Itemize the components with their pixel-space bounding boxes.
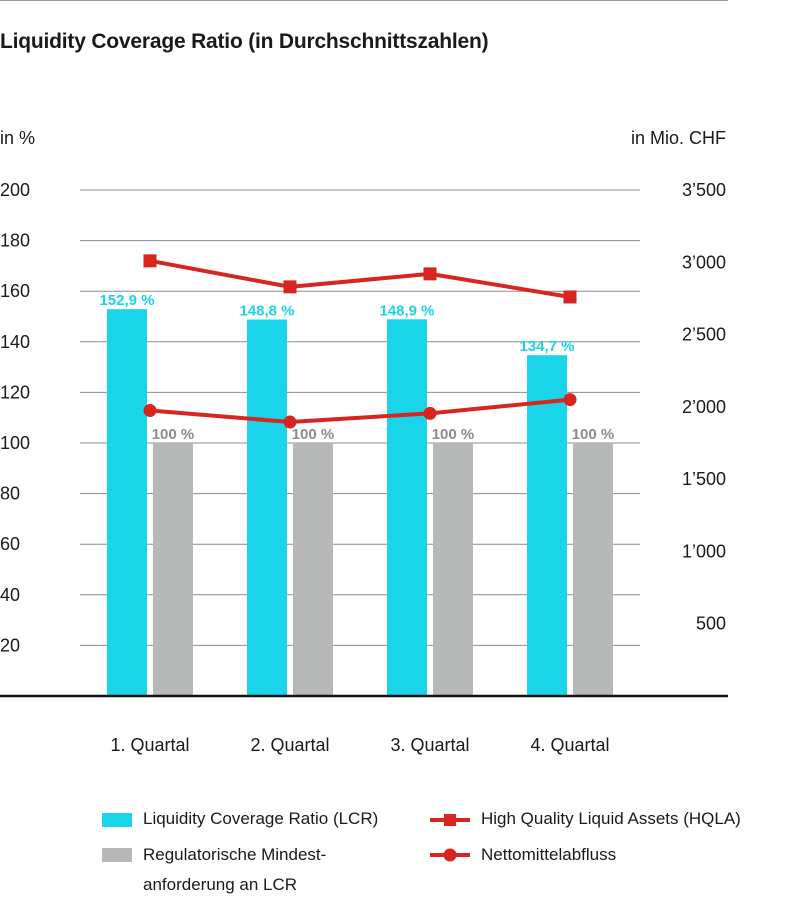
y2-tick-label: 1’000 [682,541,726,561]
legend-label-min-line1: Regulatorische Mindest- [143,845,327,864]
netto-line [149,397,571,425]
y2-tick-label: 3’000 [682,252,726,272]
legend-swatch-lcr [102,813,132,827]
lcr-data-label: 152,9 % [99,292,154,309]
min-bar [433,443,473,696]
legend-marker-netto [430,848,470,862]
min-bar [293,443,333,696]
y-tick-label: 80 [0,484,20,504]
netto-point [423,406,437,420]
y-tick-label: 140 [0,332,30,352]
lcr-data-label: 148,9 % [379,302,434,319]
y-tick-label: 200 [0,180,30,200]
lcr-bar [527,355,567,696]
bars: 152,9 % 100 % 148,8 % 100 % 148,9 % 100 % 134,… [99,292,614,696]
x-tick-label: 2. Quartal [250,735,329,755]
y2-tick-label: 2’500 [682,325,726,345]
x-tick-label: 4. Quartal [530,735,609,755]
y-tick-label: 20 [0,635,20,655]
y-tick-label: 160 [0,281,30,301]
legend-label-lcr: Liquidity Coverage Ratio (LCR) [143,809,379,828]
hqla-point [143,254,157,268]
y2-tick-label: 1’500 [682,469,726,489]
y-tick-label: 100 [0,433,30,453]
legend-swatch-min [102,848,132,862]
lcr-chart: in % in Mio. CHF 152,9 % 100 % 148,8 % 100 … [0,128,728,755]
y2-tick-label: 2’000 [682,397,726,417]
chart-title: Liquidity Coverage Ratio (in Durchschnit… [0,30,489,53]
y2-tick-label: 3’500 [682,180,726,200]
legend-label-netto: Nettomittelabfluss [481,845,617,864]
lcr-bar [107,309,147,696]
netto-point [283,415,297,429]
legend-label-min-line2: anforderung an LCR [143,875,298,894]
top-rule [0,0,728,1]
legend-label-hqla: High Quality Liquid Assets (HQLA) [481,809,741,828]
lcr-bar [387,319,427,696]
y-tick-label: 180 [0,231,30,251]
min-bar [153,443,193,696]
legend-marker-hqla [430,814,470,826]
hqla-point [423,267,437,281]
min-data-label: 100 % [292,426,335,443]
y-axis-label: in % [0,128,35,148]
y-tick-label: 60 [0,534,20,554]
min-data-label: 100 % [432,426,475,443]
y-tick-label: 40 [0,585,20,605]
hqla-point [563,290,577,304]
hqla-point [283,280,297,294]
ticks: 20 40 60 80 100 120 140 160 180 200 500 1’000 1’500 2… [0,180,726,755]
lcr-data-label: 148,8 % [239,303,294,320]
min-data-label: 100 % [572,426,615,443]
y2-axis-label: in Mio. CHF [631,128,726,148]
hqla-line [149,258,571,299]
min-bar [573,443,613,696]
min-data-label: 100 % [152,426,195,443]
netto-point [563,393,577,407]
lcr-bar [247,319,287,696]
lcr-data-label: 134,7 % [519,338,574,355]
x-tick-label: 3. Quartal [390,735,469,755]
y-tick-label: 120 [0,382,30,402]
x-tick-label: 1. Quartal [110,735,189,755]
lines [143,254,577,429]
y2-tick-label: 500 [696,614,726,634]
netto-point [143,403,157,417]
